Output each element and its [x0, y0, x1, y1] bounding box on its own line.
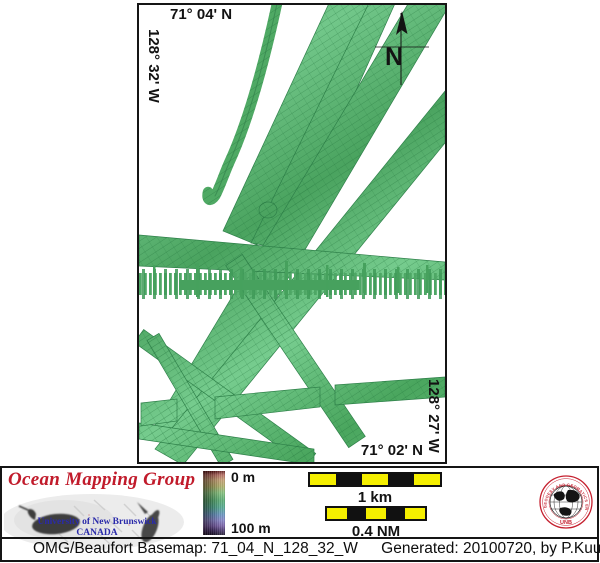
loon-right — [137, 502, 160, 543]
north-arrow-label: N — [385, 43, 403, 71]
swath-imagery: N — [139, 5, 445, 462]
map-frame: N 71° 04' N 128° 32' W 128° 27' W 71° 02… — [137, 3, 447, 464]
colorbar-gradient — [203, 471, 225, 535]
scalebar-1km-label: 1 km — [357, 489, 393, 506]
scalebar-segment — [414, 474, 440, 485]
scalebar-segment — [336, 474, 362, 485]
legend-footer: Ocean Mapping Group Univ — [0, 466, 600, 562]
swath-bands — [139, 5, 445, 462]
scalebar-segment — [388, 474, 414, 485]
scalebar-04nm — [325, 506, 427, 521]
loon-left — [18, 505, 80, 535]
caption-divider — [2, 537, 597, 539]
omg-logo-title: Ocean Mapping Group — [8, 469, 196, 490]
scalebar-segment — [346, 508, 367, 519]
north-arrow-icon: N — [375, 11, 429, 85]
scalebar-segment — [366, 508, 386, 519]
map-label-left-longitude: 128° 32' W — [145, 29, 162, 103]
seal-unb-text: UNB — [560, 520, 572, 526]
scalebar-segment — [385, 508, 406, 519]
caption-generated-text: Generated: 20100720, by P.Kuus — [381, 540, 600, 557]
scalebar-04nm-label: 0.4 NM — [351, 523, 401, 540]
unb-university-label: University of New Brunswick — [37, 517, 157, 527]
caption-row: OMG/Beaufort Basemap: 71_04_N_128_32_W G… — [2, 540, 600, 558]
unb-country-label: CANADA — [76, 528, 118, 538]
map-label-right-longitude: 128° 27' W — [425, 379, 442, 453]
colorbar-label-100m: 100 m — [231, 520, 271, 536]
unb-seal-icon: GEODESY AND GEOMATICS ENGINEERING UNB — [538, 474, 593, 529]
caption-basemap-text: OMG/Beaufort Basemap: 71_04_N_128_32_W — [33, 540, 358, 557]
scalebar-segment — [405, 508, 425, 519]
seal-globe — [549, 485, 583, 519]
scalebar-segment — [310, 474, 336, 485]
scalebar-1km — [308, 472, 442, 487]
colorbar-label-0m: 0 m — [231, 469, 256, 485]
depth-colorbar — [203, 471, 225, 535]
map-label-bottom-latitude: 71° 02' N — [360, 442, 423, 459]
hook-track-swath — [202, 5, 283, 205]
loons-image — [4, 494, 184, 550]
map-label-top-latitude: 71° 04' N — [170, 6, 233, 23]
comb-swath — [139, 261, 445, 299]
scalebar-segment — [362, 474, 388, 485]
scalebar-segment — [327, 508, 347, 519]
